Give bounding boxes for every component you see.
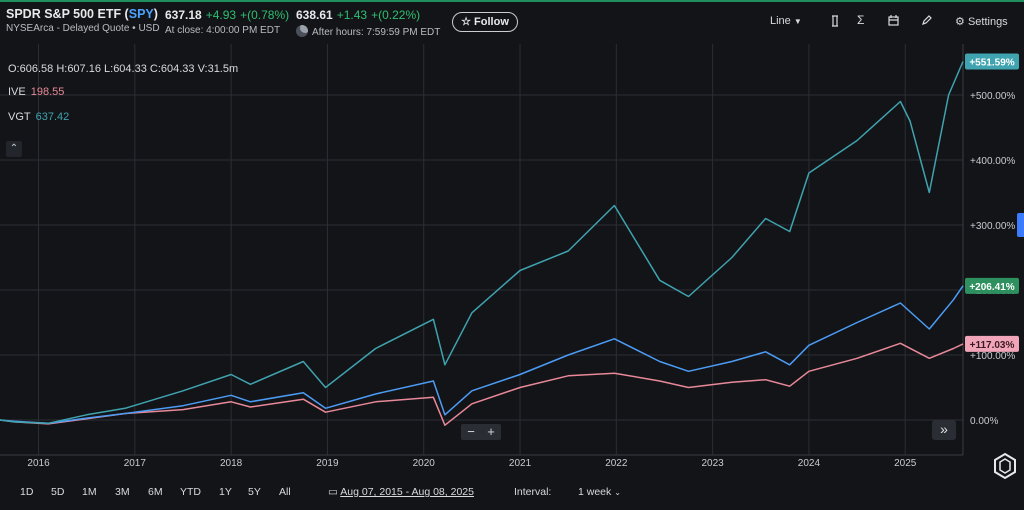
end-badge-label-vgt: +551.59% xyxy=(969,57,1014,68)
chart-type-label: Line xyxy=(770,15,791,27)
after-hours-label: After hours: 7:59:59 PM EDT xyxy=(312,27,441,38)
security-title: SPDR S&P 500 ETF (SPY) xyxy=(6,7,158,21)
y-tick-label: +400.00% xyxy=(970,156,1015,167)
zoom-controls: − + xyxy=(461,424,501,440)
y-tick-label: +300.00% xyxy=(970,221,1015,232)
y-tick-label: 0.00% xyxy=(970,416,998,427)
top-accent-line xyxy=(0,0,1024,2)
after-pct: +(0.22%) xyxy=(371,8,421,22)
x-tick-label: 2018 xyxy=(220,458,243,469)
x-tick-label: 2021 xyxy=(509,458,532,469)
exchange-subtitle: NYSEArca - Delayed Quote • USD xyxy=(6,23,160,34)
chevron-down-icon: ▼ xyxy=(793,17,802,26)
after-change: +1.43 xyxy=(336,8,368,22)
star-icon: ☆ xyxy=(461,16,471,28)
scroll-to-latest-button[interactable]: » xyxy=(932,420,956,440)
title-prefix: SPDR S&P 500 ETF ( xyxy=(6,7,129,21)
range-6m[interactable]: 6M xyxy=(148,486,163,498)
follow-button[interactable]: ☆ Follow xyxy=(452,12,518,32)
ticker-symbol: SPY xyxy=(128,7,154,21)
x-tick-label: 2023 xyxy=(701,458,724,469)
close-label: At close: 4:00:00 PM EDT xyxy=(165,25,281,36)
series-line-vgt xyxy=(0,61,964,425)
events-calendar-icon[interactable] xyxy=(888,15,899,29)
legend-ive-value: 198.55 xyxy=(30,86,65,98)
y-tick-label: +500.00% xyxy=(970,91,1015,102)
x-tick-label: 2024 xyxy=(798,458,821,469)
range-3m[interactable]: 3M xyxy=(115,486,130,498)
after-hours-row: After hours: 7:59:59 PM EDT xyxy=(296,25,440,38)
zoom-in-button[interactable]: + xyxy=(487,424,495,439)
series-line-ive xyxy=(0,342,964,426)
series-line-spy xyxy=(0,285,964,425)
collapse-legend-button[interactable]: ⌃ xyxy=(6,141,22,157)
follow-label: Follow xyxy=(474,16,509,28)
range-1m[interactable]: 1M xyxy=(82,486,97,498)
quote-header: SPDR S&P 500 ETF (SPY) NYSEArca - Delaye… xyxy=(0,2,1024,42)
interval-label: Interval: xyxy=(514,486,552,498)
close-pct: +(0.78%) xyxy=(240,8,290,22)
date-range-text: Aug 07, 2015 - Aug 08, 2025 xyxy=(340,486,474,498)
chevron-up-icon: ⌃ xyxy=(9,143,19,154)
y-tick-label: +100.00% xyxy=(970,351,1015,362)
after-price: 638.61 xyxy=(296,8,333,22)
calendar-icon: ▭ xyxy=(328,486,338,498)
double-chevron-right-icon: » xyxy=(940,421,948,437)
legend-ive-symbol: IVE xyxy=(8,86,26,98)
close-quote: 637.18 +4.93 +(0.78%) xyxy=(165,8,289,22)
chevron-down-icon: ⌄ xyxy=(614,488,621,497)
bottom-toolbar: 1D 5D 1M 3M 6M YTD 1Y 5Y All ▭ Aug 07, 2… xyxy=(0,478,1024,508)
x-tick-label: 2025 xyxy=(894,458,917,469)
end-badge-spy xyxy=(965,277,1019,294)
after-hours-quote: 638.61 +1.43 +(0.22%) xyxy=(296,8,420,22)
range-all[interactable]: All xyxy=(279,486,291,498)
x-tick-label: 2022 xyxy=(605,458,628,469)
zoom-out-button[interactable]: − xyxy=(467,424,475,439)
close-change: +4.93 xyxy=(205,8,237,22)
range-1d[interactable]: 1D xyxy=(20,486,34,498)
draw-pencil-icon[interactable] xyxy=(921,15,932,29)
x-tick-label: 2017 xyxy=(124,458,147,469)
range-5d[interactable]: 5D xyxy=(51,486,65,498)
range-1y[interactable]: 1Y xyxy=(219,486,232,498)
x-tick-label: 2020 xyxy=(413,458,436,469)
legend-vgt-value: 637.42 xyxy=(35,111,70,123)
end-badge-label-spy: +206.41% xyxy=(969,282,1014,293)
ohlc-readout: O:606.58 H:607.16 L:604.33 C:604.33 V:31… xyxy=(8,63,239,75)
indicators-sigma-icon[interactable]: Σ xyxy=(857,13,865,27)
settings-button[interactable]: ⚙ Settings xyxy=(955,15,1008,28)
legend-vgt[interactable]: VGT 637.42 xyxy=(8,111,69,123)
range-ytd[interactable]: YTD xyxy=(180,486,201,498)
gear-icon: ⚙ xyxy=(955,16,965,28)
legend-ive[interactable]: IVE 198.55 xyxy=(8,86,64,98)
brand-logo-icon xyxy=(994,452,1016,480)
interval-value: 1 week xyxy=(578,486,612,498)
range-5y[interactable]: 5Y xyxy=(248,486,261,498)
end-badge-vgt xyxy=(965,53,1019,70)
legend-vgt-symbol: VGT xyxy=(8,111,31,123)
settings-label: Settings xyxy=(967,16,1008,28)
end-badge-ive xyxy=(965,335,1019,352)
close-price: 637.18 xyxy=(165,8,202,22)
side-panel-tab[interactable] xyxy=(1017,213,1024,237)
title-suffix: ) xyxy=(153,7,158,21)
date-range-picker[interactable]: ▭ Aug 07, 2015 - Aug 08, 2025 xyxy=(328,486,474,498)
chart-type-dropdown[interactable]: Line ▼ xyxy=(770,15,802,27)
x-tick-label: 2016 xyxy=(27,458,50,469)
x-tick-label: 2019 xyxy=(316,458,339,469)
compare-icon[interactable] xyxy=(830,15,840,30)
end-badge-label-ive: +117.03% xyxy=(970,340,1015,351)
moon-icon xyxy=(296,25,308,37)
interval-dropdown[interactable]: 1 week ⌄ xyxy=(578,486,621,498)
